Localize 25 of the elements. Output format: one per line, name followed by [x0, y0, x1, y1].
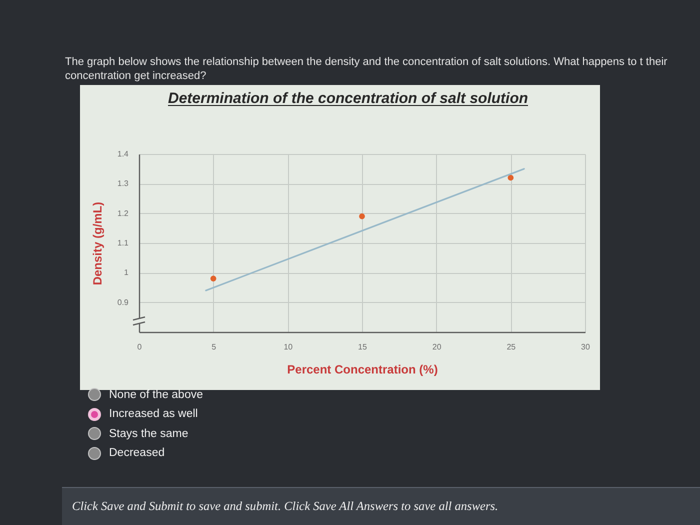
text: Stays the same	[109, 426, 188, 440]
point	[359, 213, 365, 220]
x-tick-label: 5	[212, 342, 217, 352]
y-tick-label: 1.1	[117, 238, 130, 248]
x-tick-label: 15	[358, 342, 368, 352]
y-tick-label: 1	[124, 268, 130, 278]
text: None of the above	[109, 388, 203, 402]
x-axis-title: Percent Concentration (%)	[287, 362, 438, 376]
x-tick-label: 25	[506, 342, 516, 352]
y-tick-label: 1.2	[117, 208, 130, 218]
y-tick-label: 1.3	[117, 179, 130, 188]
x-tick-label: 10	[284, 342, 294, 352]
y-axis-title: Density (g/mL)	[90, 202, 104, 286]
y-tick-label: 0.9	[117, 298, 130, 307]
x-tick-label: 0	[137, 342, 142, 352]
x-tick-label: 20	[432, 342, 442, 352]
text: The graph below shows the relationship between the density and the concentration of salt solutions. What happens to t their concentration get increased?	[65, 55, 668, 83]
y-tick-label: 1.4	[117, 150, 130, 158]
text: Increased as well	[109, 407, 198, 421]
text: Click Save and Submit to save and submit. Click Save All Answers to save all answers.	[72, 499, 498, 514]
chart-title: Determination of the concentration of salt solution	[168, 90, 528, 107]
point	[508, 174, 514, 181]
text: Decreased	[109, 446, 165, 460]
x-tick-label: 30	[581, 342, 590, 352]
point	[210, 276, 216, 282]
